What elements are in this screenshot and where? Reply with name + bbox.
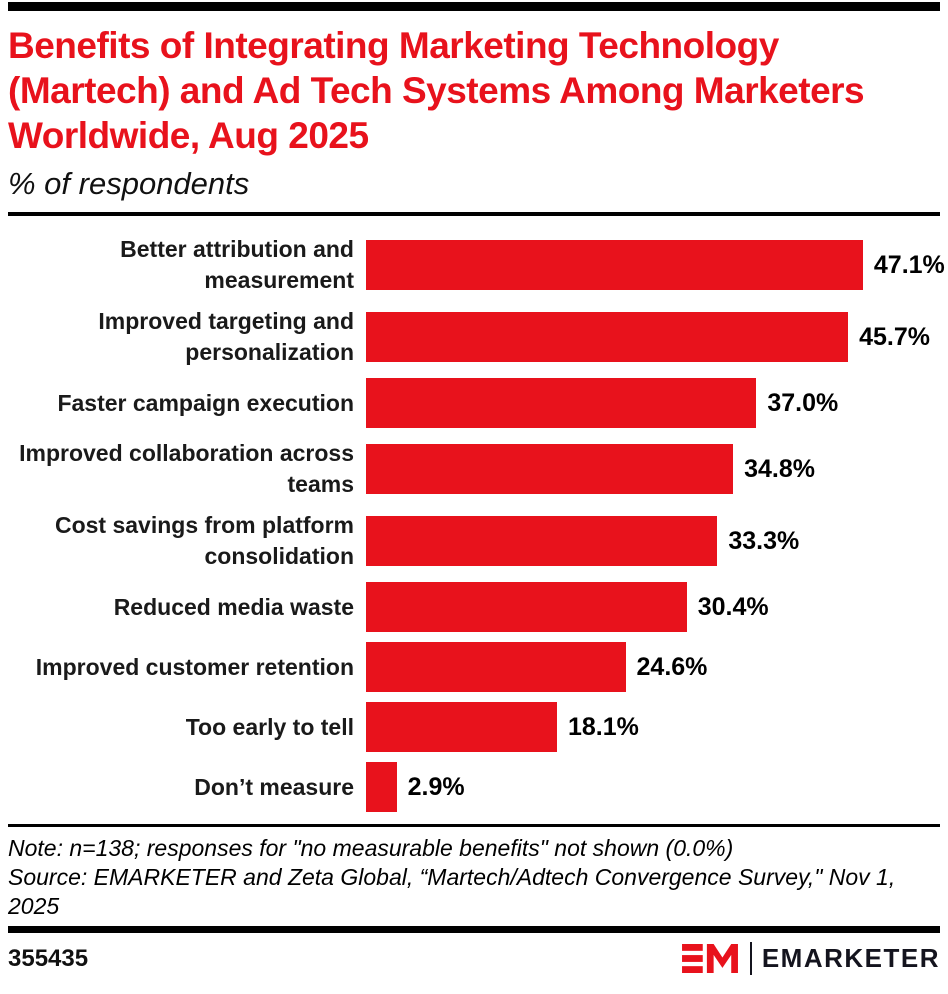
category-label: Too early to tell	[185, 713, 354, 740]
bar-chart: Better attribution and measurement 47.1% I…	[8, 234, 945, 812]
category-label: Don’t measure	[194, 773, 354, 800]
category-label: Better attribution and measurement	[120, 236, 354, 293]
chart-row: Improved targeting and personalization 45…	[8, 306, 940, 368]
bar	[366, 702, 557, 752]
bar-area: 2.9%	[366, 762, 940, 812]
bar-area: 47.1%	[366, 240, 945, 290]
bar	[366, 762, 397, 812]
bar	[366, 312, 849, 362]
bar	[366, 642, 626, 692]
value-label: 37.0%	[767, 388, 839, 417]
bar-area: 45.7%	[366, 312, 940, 362]
footer: 355435 EMARKETER	[8, 942, 940, 975]
emarketer-monogram-icon	[681, 944, 738, 973]
top-divider	[8, 2, 940, 11]
brand-logo: EMARKETER	[681, 942, 940, 975]
category-label: Cost savings from platform consolidation	[54, 512, 354, 569]
chart-row: Too early to tell 18.1%	[8, 702, 940, 752]
brand-wordmark: EMARKETER	[761, 943, 940, 973]
footer-divider	[8, 926, 940, 933]
bar-area: 33.3%	[366, 516, 940, 566]
bar-area: 24.6%	[366, 642, 940, 692]
chart-row: Improved customer retention 24.6%	[8, 642, 940, 692]
chart-subtitle: % of respondents	[8, 166, 250, 201]
value-label: 45.7%	[859, 322, 931, 351]
note-divider	[8, 824, 940, 827]
bar	[366, 240, 863, 290]
chart-row: Reduced media waste 30.4%	[8, 582, 940, 632]
note-text: Note: n=138; responses for "no measurabl…	[8, 835, 734, 861]
bar-area: 18.1%	[366, 702, 940, 752]
bar-area: 37.0%	[366, 378, 940, 428]
chart-title: Benefits of Integrating Marketing Techno…	[8, 25, 865, 156]
chart-row: Better attribution and measurement 47.1%	[8, 234, 945, 296]
category-label: Improved targeting and personalization	[98, 308, 354, 365]
chart-id: 355435	[8, 944, 89, 972]
chart-row: Faster campaign execution 37.0%	[8, 378, 940, 428]
value-label: 24.6%	[636, 652, 708, 681]
bar-area: 34.8%	[366, 444, 940, 494]
value-label: 47.1%	[873, 250, 945, 279]
bar	[366, 444, 734, 494]
chart-row: Cost savings from platform consolidation…	[8, 510, 940, 572]
bar	[366, 582, 687, 632]
chart-row: Improved collaboration across teams 34.8%	[8, 438, 940, 500]
category-label: Reduced media waste	[113, 593, 354, 620]
category-label: Improved customer retention	[35, 653, 354, 680]
header-divider	[8, 212, 940, 216]
value-label: 2.9%	[407, 772, 465, 801]
value-label: 30.4%	[697, 592, 769, 621]
chart-row: Don’t measure 2.9%	[8, 762, 940, 812]
source-text: Source: EMARKETER and Zeta Global, “Mart…	[8, 864, 896, 919]
category-label: Faster campaign execution	[57, 389, 354, 416]
category-label: Improved collaboration across teams	[19, 440, 354, 497]
value-label: 33.3%	[728, 526, 800, 555]
notes-block: Note: n=138; responses for "no measurabl…	[8, 834, 940, 921]
bar-area: 30.4%	[366, 582, 940, 632]
value-label: 34.8%	[744, 454, 816, 483]
value-label: 18.1%	[567, 712, 639, 741]
bar	[366, 516, 718, 566]
bar	[366, 378, 757, 428]
brand-separator	[749, 942, 752, 975]
